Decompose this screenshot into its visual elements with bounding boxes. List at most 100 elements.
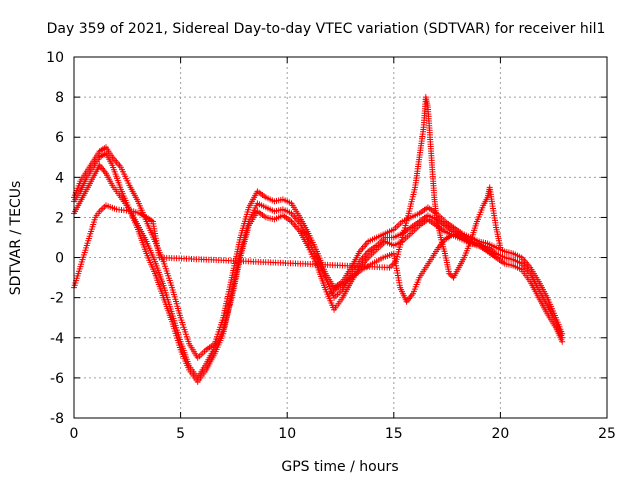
data-point-marker xyxy=(416,217,430,229)
data-point-marker xyxy=(262,194,276,204)
y-tick-label: -4 xyxy=(50,331,64,347)
data-point-marker xyxy=(279,212,293,224)
data-point-marker xyxy=(473,204,486,225)
x-tick-label: 0 xyxy=(70,426,79,442)
data-point-marker xyxy=(305,244,319,267)
data-point-marker xyxy=(143,218,158,243)
data-layer xyxy=(71,94,566,385)
data-point-marker xyxy=(484,240,497,250)
data-point-marker xyxy=(109,182,123,199)
y-tick-label: 0 xyxy=(55,251,64,267)
data-point-marker xyxy=(152,270,166,299)
data-point-marker xyxy=(454,230,466,240)
data-point-marker xyxy=(305,230,319,253)
x-tick-label: 5 xyxy=(176,426,185,442)
series-3 xyxy=(71,150,566,385)
data-point-marker xyxy=(467,238,479,248)
y-tick-label: -8 xyxy=(50,411,64,427)
data-point-marker xyxy=(254,208,268,220)
data-point-marker xyxy=(90,150,102,165)
data-point-marker xyxy=(497,244,504,251)
data-point-marker xyxy=(92,210,102,221)
data-point-marker xyxy=(365,243,378,255)
data-point-marker xyxy=(169,318,183,351)
data-point-marker xyxy=(77,176,89,195)
data-point-marker xyxy=(130,208,141,216)
series-1 xyxy=(71,144,566,361)
data-point-marker xyxy=(262,204,276,214)
data-point-marker xyxy=(96,203,108,215)
plot-frame xyxy=(73,56,608,419)
data-point-marker xyxy=(149,218,162,259)
data-point-marker xyxy=(380,251,395,261)
data-point-marker xyxy=(422,256,434,271)
data-point-marker xyxy=(493,254,500,261)
data-point-marker xyxy=(429,164,438,199)
data-point-marker xyxy=(416,266,428,281)
data-point-marker xyxy=(77,188,89,205)
data-point-marker xyxy=(407,224,421,237)
data-point-marker xyxy=(356,250,370,265)
data-point-marker xyxy=(424,216,438,228)
data-point-marker xyxy=(358,261,374,273)
chart-title: Day 359 of 2021, Sidereal Day-to-day VTE… xyxy=(47,21,606,37)
data-point-marker xyxy=(461,234,472,244)
data-point-marker xyxy=(405,186,418,217)
data-point-marker xyxy=(510,256,523,266)
data-point-marker xyxy=(442,233,453,243)
data-point-marker xyxy=(486,248,498,260)
data-point-marker xyxy=(211,333,226,357)
data-point-marker xyxy=(331,296,345,313)
y-tick-label: 4 xyxy=(55,170,64,186)
data-point-marker xyxy=(143,250,158,275)
data-point-marker xyxy=(382,238,395,248)
data-point-marker xyxy=(339,280,354,301)
data-point-marker xyxy=(237,206,252,241)
y-tick-label: -6 xyxy=(50,371,64,387)
data-point-marker xyxy=(348,267,363,281)
series-4 xyxy=(71,94,504,291)
data-point-marker xyxy=(279,196,293,206)
data-point-marker xyxy=(493,250,506,260)
data-point-marker xyxy=(365,248,378,261)
data-point-marker xyxy=(305,238,319,259)
x-tick-label: 10 xyxy=(278,426,296,442)
data-point-marker xyxy=(480,196,490,209)
y-tick-label: 10 xyxy=(46,50,64,66)
y-axis-label: SDTVAR / TECUs xyxy=(8,181,24,296)
data-point-marker xyxy=(390,250,403,289)
data-point-marker xyxy=(420,96,429,131)
data-point-marker xyxy=(399,212,412,241)
data-point-marker xyxy=(96,151,108,161)
data-point-marker xyxy=(117,164,132,187)
data-point-marker xyxy=(535,286,550,307)
data-point-marker xyxy=(510,262,523,272)
data-point-marker xyxy=(518,260,532,275)
data-point-marker xyxy=(410,276,422,297)
data-point-marker xyxy=(137,210,148,220)
data-point-marker xyxy=(442,218,455,230)
data-point-marker xyxy=(407,219,421,231)
data-point-marker xyxy=(442,222,455,234)
data-point-marker xyxy=(365,235,378,245)
data-point-marker xyxy=(77,170,89,185)
data-point-marker xyxy=(429,246,441,261)
data-point-marker xyxy=(461,240,473,261)
data-point-marker xyxy=(103,144,115,159)
x-tick-label: 15 xyxy=(385,426,403,442)
data-point-marker xyxy=(326,284,342,297)
data-point-marker xyxy=(390,220,404,233)
data-point-marker xyxy=(194,348,208,361)
data-point-marker xyxy=(245,190,260,211)
y-tick-label: 8 xyxy=(55,90,64,106)
data-point-marker xyxy=(427,134,435,168)
data-point-marker xyxy=(279,206,293,216)
data-point-marker xyxy=(245,202,260,225)
data-point-marker xyxy=(435,238,447,251)
data-point-marker xyxy=(373,240,387,253)
data-point-marker xyxy=(373,236,387,249)
data-point-marker xyxy=(143,238,158,263)
data-point-marker xyxy=(373,231,387,241)
data-point-marker xyxy=(369,255,384,267)
